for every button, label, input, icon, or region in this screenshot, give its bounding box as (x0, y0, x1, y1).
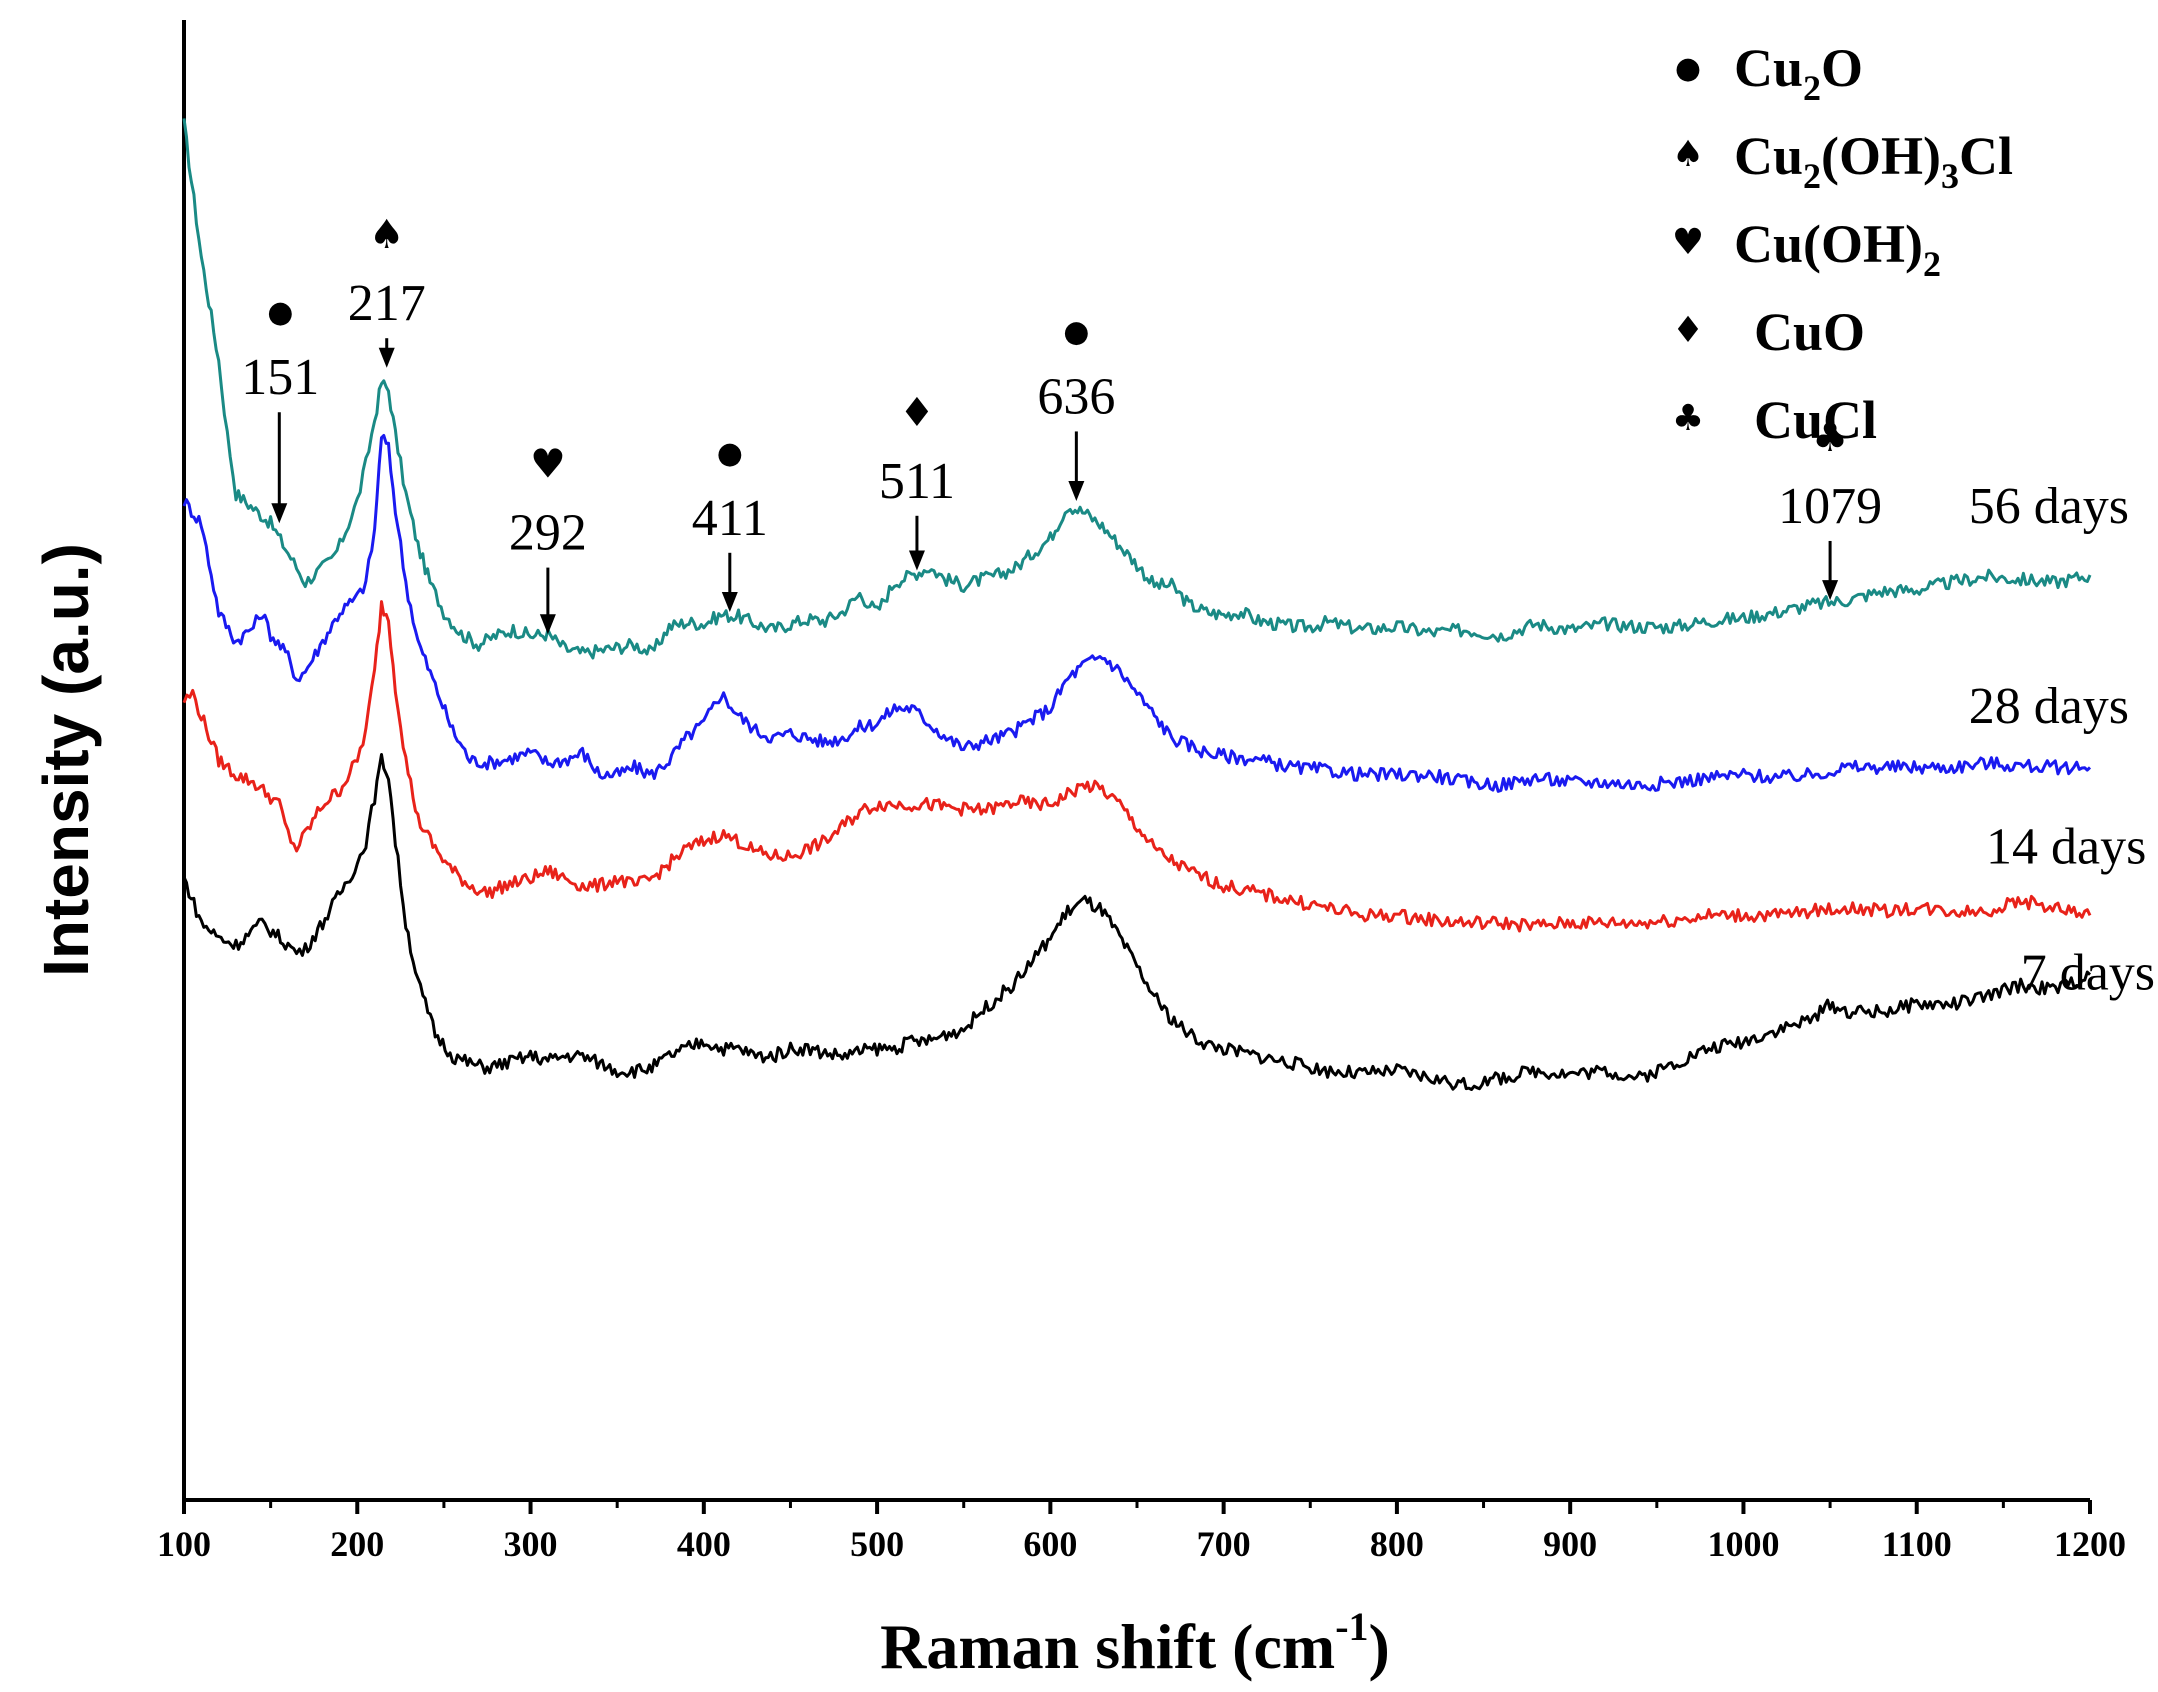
series-line-56-days (182, 118, 2092, 660)
peak-label: 511 (879, 453, 955, 510)
y-axis-title: Intensity (a.u.) (30, 543, 102, 977)
peak-arrow-head (378, 347, 395, 368)
series-line-28-days (182, 434, 2092, 793)
series-lines (182, 118, 2092, 1091)
peak-label: 636 (1037, 368, 1115, 425)
legend-label: Cu2O (1734, 38, 1863, 108)
x-tick-label: 300 (504, 1524, 558, 1564)
x-tick-label: 800 (1370, 1524, 1424, 1564)
x-axis-title-main: Raman shift (cm (880, 1611, 1335, 1682)
peak-annotations: ● 151 ♠ 217 ♥ 292 ● 411 ♦ 511 ● 636 ♣ 1079 (241, 212, 1882, 635)
series-line-7-days (182, 753, 2092, 1091)
legend-symbol: ♠ (1672, 134, 1704, 175)
x-tick-label: 900 (1543, 1524, 1597, 1564)
series-label: 7 days (2021, 944, 2155, 1001)
legend-symbol: ♣ (1672, 398, 1704, 439)
peak-symbol: ♠ (369, 212, 405, 258)
peak-symbol: ♦ (899, 390, 935, 436)
peak-arrow-head (908, 550, 925, 571)
legend-label: CuO (1754, 302, 1865, 362)
x-axis-title-close: ) (1369, 1611, 1390, 1682)
legend-label: Cu2(OH)3Cl (1734, 126, 2013, 196)
legend-symbol: ♥ (1672, 222, 1704, 263)
series-label: 28 days (1969, 678, 2129, 735)
peak-label: 411 (692, 490, 768, 547)
peak-symbol: ● (267, 295, 293, 330)
peak-arrow-head (1068, 481, 1085, 501)
x-axis-title: Raman shift (cm-1) (880, 1604, 1390, 1682)
series-label: 14 days (1986, 819, 2146, 876)
x-tick-label: 600 (1023, 1524, 1077, 1564)
peak-arrow-head (539, 614, 556, 635)
series-labels: 56 days 28 days 14 days 7 days (1969, 478, 2155, 1001)
peak-label: 217 (348, 275, 426, 332)
peak-label: 292 (509, 505, 587, 562)
x-tick-label: 1200 (2054, 1524, 2126, 1564)
x-tick-label: 100 (157, 1524, 211, 1564)
peak-symbol: ♣ (1812, 415, 1848, 461)
peak-symbol: ● (1063, 314, 1089, 349)
legend: ● Cu2O ♠ Cu2(OH)3Cl ♥ Cu(OH)2 ♦ CuO ♣ CuCl (1672, 38, 2013, 450)
x-axis-title-superscript: -1 (1335, 1604, 1368, 1649)
x-tick-label: 700 (1197, 1524, 1251, 1564)
x-tick-label: 400 (677, 1524, 731, 1564)
x-tick-label: 1000 (1707, 1524, 1779, 1564)
legend-label: Cu(OH)2 (1734, 214, 1941, 284)
x-tick-label: 500 (850, 1524, 904, 1564)
series-line-14-days (182, 600, 2092, 933)
legend-label: CuCl (1754, 390, 1877, 450)
peak-label: 1079 (1778, 478, 1882, 535)
peak-symbol: ● (717, 436, 743, 471)
legend-symbol: ♦ (1672, 310, 1704, 351)
peak-label: 151 (241, 349, 319, 406)
series-label: 56 days (1969, 478, 2129, 535)
x-tick-label: 200 (330, 1524, 384, 1564)
x-ticks: 100 200 300 400 500 600 700 800 900 1000 1100 1200 (157, 1500, 2126, 1564)
peak-arrow-head (721, 592, 738, 612)
legend-symbol: ● (1675, 51, 1701, 86)
peak-arrow-head (1822, 580, 1839, 601)
peak-symbol: ♥ (530, 442, 566, 488)
peak-arrow-head (271, 503, 288, 524)
x-tick-label: 1100 (1882, 1524, 1952, 1564)
